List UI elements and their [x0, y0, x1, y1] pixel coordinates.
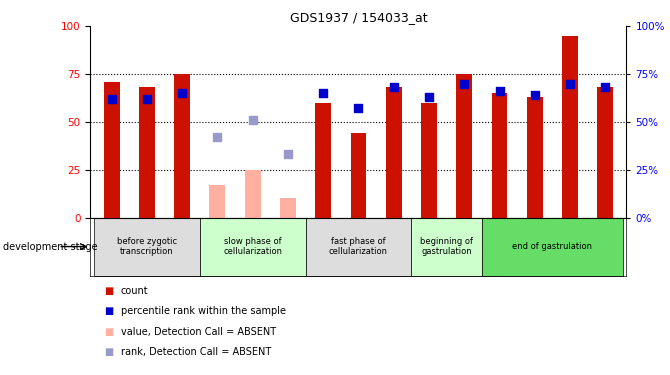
Text: ■: ■: [104, 306, 113, 316]
Point: [212, 134, 222, 140]
Bar: [492, 93, 507, 218]
Point: [389, 84, 399, 90]
Text: ■: ■: [104, 286, 113, 296]
Bar: [386, 87, 401, 218]
Point: [529, 92, 540, 98]
Text: slow phase of
cellularization: slow phase of cellularization: [223, 237, 282, 256]
Bar: [280, 198, 296, 217]
Text: ■: ■: [104, 348, 113, 357]
Text: ■: ■: [104, 327, 113, 337]
Point: [283, 152, 293, 157]
Bar: [210, 185, 225, 218]
Point: [247, 117, 258, 123]
Bar: [598, 87, 613, 218]
FancyBboxPatch shape: [200, 217, 306, 276]
Bar: [174, 74, 190, 217]
Bar: [421, 103, 437, 218]
Text: development stage: development stage: [3, 242, 98, 252]
FancyBboxPatch shape: [94, 217, 200, 276]
Bar: [104, 82, 119, 218]
Bar: [139, 87, 155, 218]
Text: count: count: [121, 286, 148, 296]
Text: fast phase of
cellularization: fast phase of cellularization: [329, 237, 388, 256]
Point: [565, 81, 576, 87]
Title: GDS1937 / 154033_at: GDS1937 / 154033_at: [289, 11, 427, 24]
Text: before zygotic
transcription: before zygotic transcription: [117, 237, 177, 256]
Point: [107, 96, 117, 102]
Point: [423, 94, 434, 100]
Point: [459, 81, 470, 87]
Point: [318, 90, 328, 96]
Bar: [527, 97, 543, 218]
FancyBboxPatch shape: [306, 217, 411, 276]
Point: [353, 105, 364, 111]
Text: rank, Detection Call = ABSENT: rank, Detection Call = ABSENT: [121, 348, 271, 357]
FancyBboxPatch shape: [482, 217, 623, 276]
Text: percentile rank within the sample: percentile rank within the sample: [121, 306, 285, 316]
Bar: [562, 36, 578, 218]
Text: end of gastrulation: end of gastrulation: [513, 242, 592, 251]
Bar: [350, 134, 366, 218]
Text: beginning of
gastrulation: beginning of gastrulation: [420, 237, 473, 256]
Bar: [456, 74, 472, 217]
Point: [177, 90, 188, 96]
FancyBboxPatch shape: [411, 217, 482, 276]
Point: [494, 88, 505, 94]
Point: [141, 96, 152, 102]
Text: value, Detection Call = ABSENT: value, Detection Call = ABSENT: [121, 327, 276, 337]
Point: [600, 84, 610, 90]
Bar: [245, 170, 261, 217]
Bar: [316, 103, 331, 218]
